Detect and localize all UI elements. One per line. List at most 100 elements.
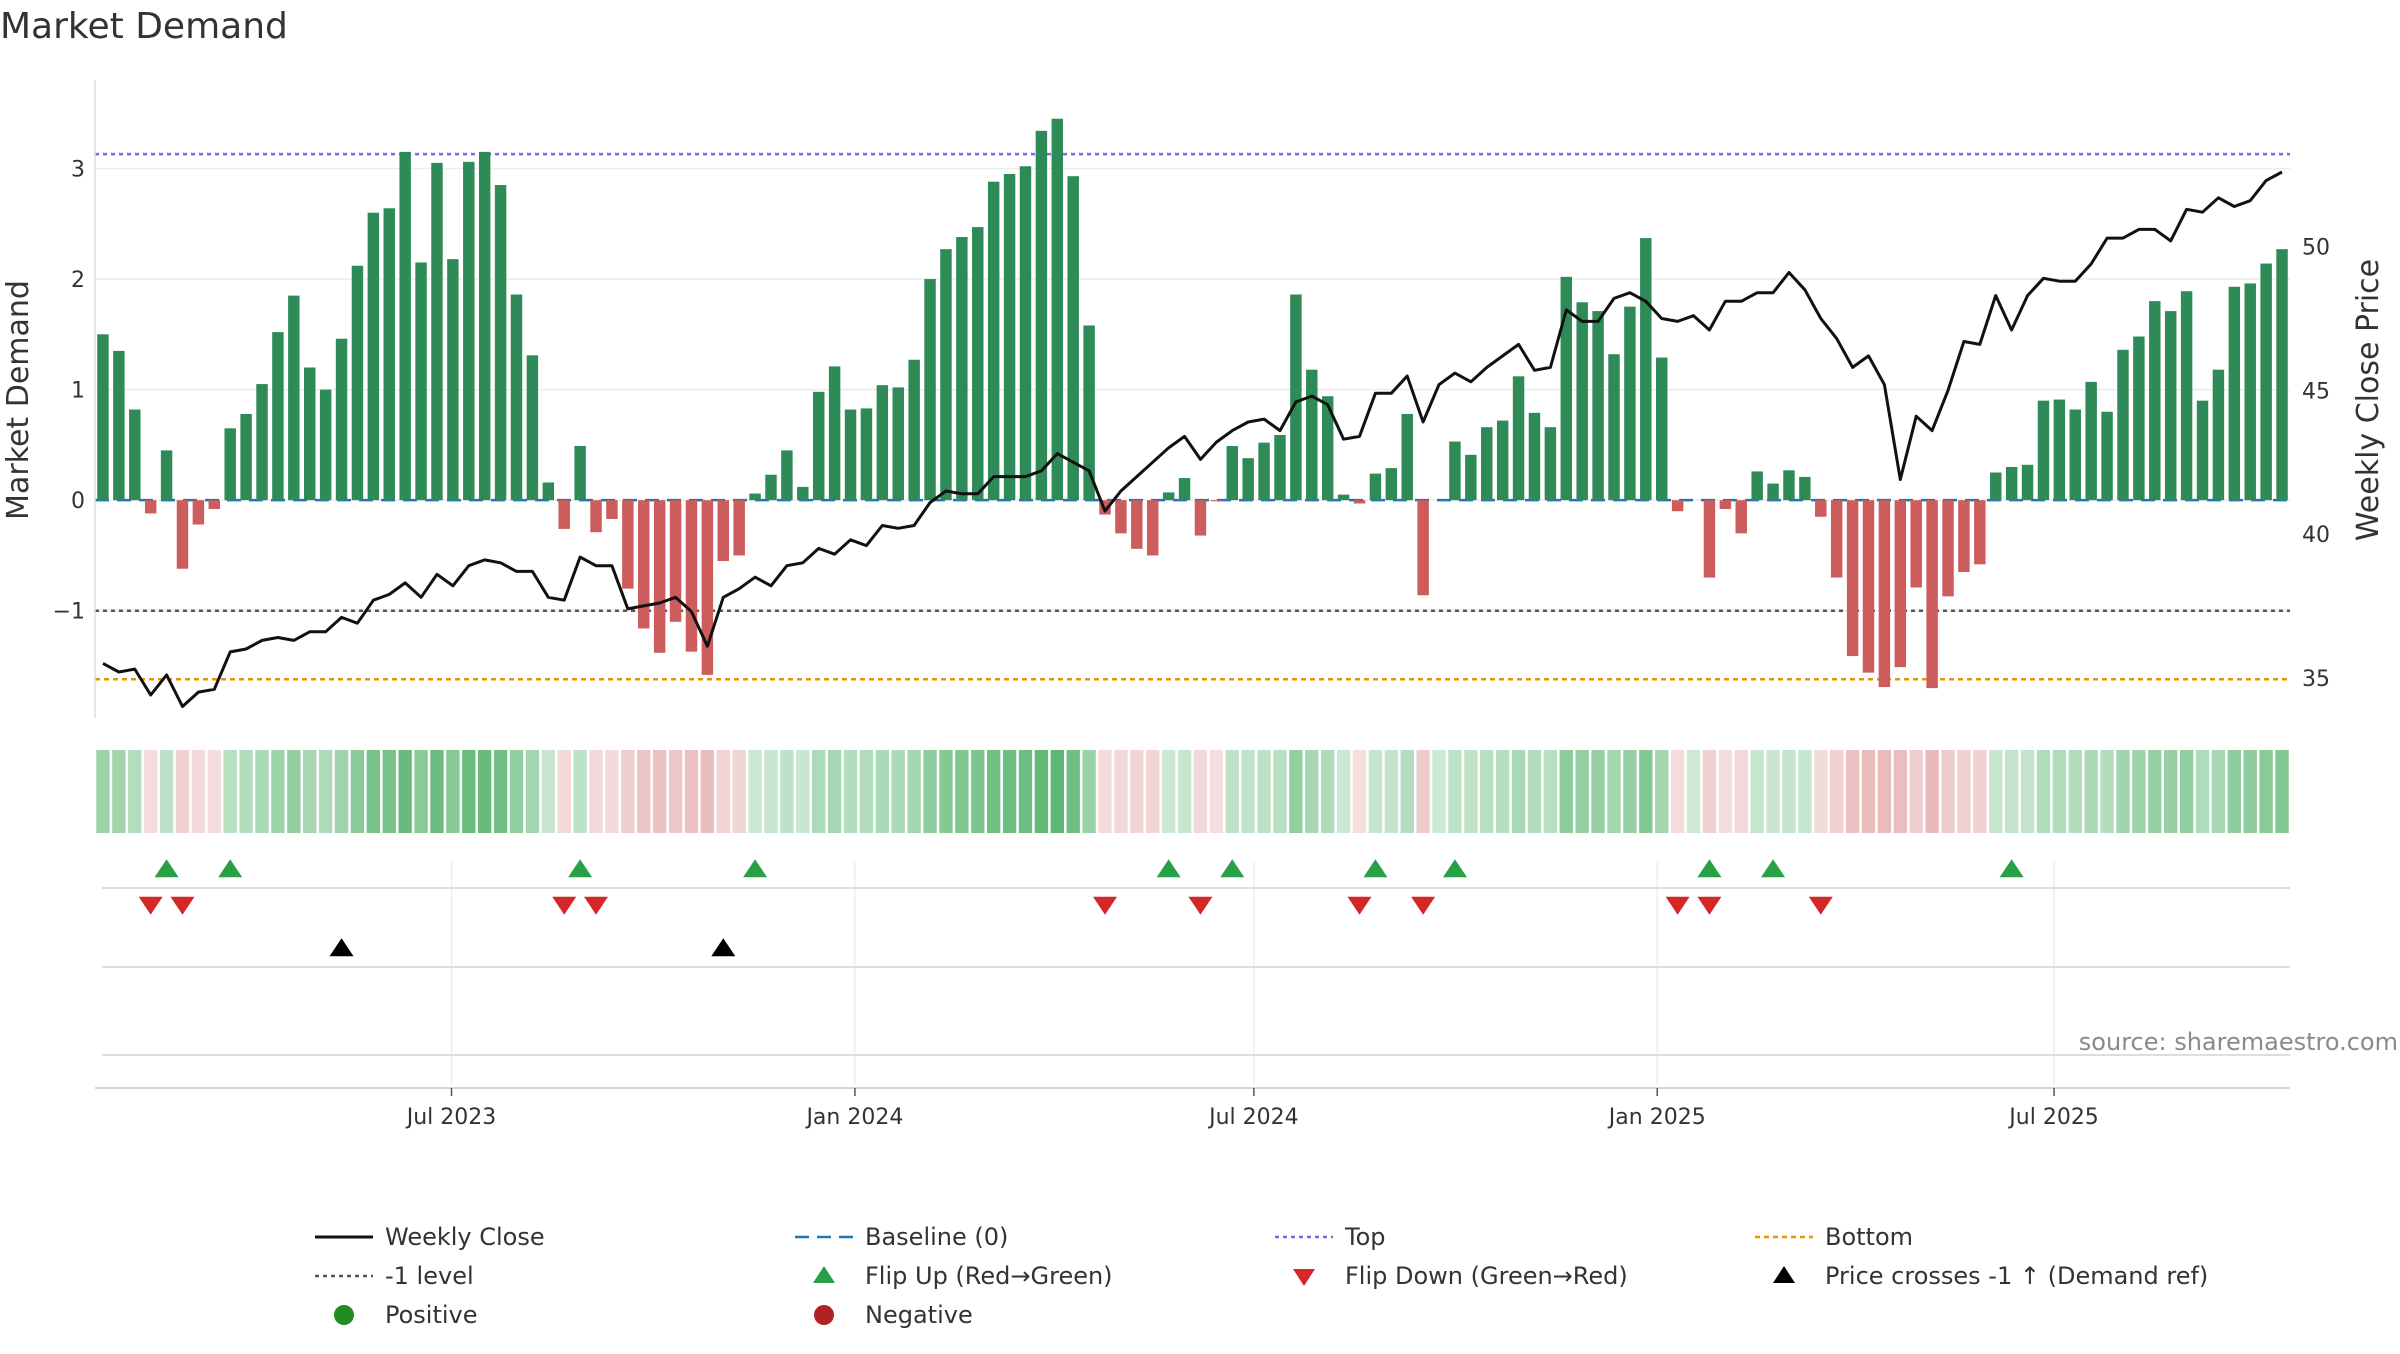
positive-demand-bar [224, 428, 236, 501]
strip-cell-negative [732, 750, 746, 833]
strip-cell-negative [589, 750, 603, 833]
positive-demand-bar [463, 161, 475, 501]
flip-down-marker [584, 896, 609, 915]
strip-cell-positive [1766, 750, 1780, 833]
strip-cell-positive [1623, 750, 1637, 833]
strip-cell-negative [1830, 750, 1844, 833]
axes: 3 2 1 0 −1 50 45 40 35 [53, 80, 2330, 718]
strip-cell-positive [2100, 750, 2114, 833]
negative-demand-bar [669, 500, 682, 622]
legend-label: Weekly Close [385, 1223, 545, 1251]
positive-demand-bar [749, 493, 761, 501]
positive-demand-bar [940, 249, 952, 501]
positive-demand-bar [1655, 357, 1668, 501]
y-tick-label: 3 [71, 157, 85, 182]
positive-demand-bar [1051, 118, 1064, 501]
positive-demand-bar [924, 279, 936, 501]
positive-demand-bar [1560, 276, 1573, 501]
strip-cell-positive [971, 750, 985, 833]
strip-cell-positive [462, 750, 476, 833]
legend-label: Flip Up (Red→Green) [865, 1262, 1113, 1290]
legend-label: Negative [865, 1301, 973, 1329]
demand-heat-strip [96, 750, 2289, 833]
strip-cell-positive [2243, 750, 2257, 833]
strip-cell-negative [1973, 750, 1987, 833]
negative-demand-bar [1719, 500, 1732, 510]
strip-cell-negative [557, 750, 571, 833]
strip-cell-positive [1591, 750, 1605, 833]
strip-cell-negative [684, 750, 699, 833]
positive-demand-bar [113, 350, 125, 501]
negative-demand-bar [1846, 500, 1859, 657]
positive-demand-bar [351, 265, 364, 501]
strip-cell-positive [875, 750, 890, 833]
strip-cell-positive [1527, 750, 1542, 833]
legend-swatch-flip-up [813, 1266, 835, 1283]
strip-cell-negative [207, 750, 221, 833]
positive-demand-bar [956, 237, 968, 501]
positive-demand-bar [1035, 130, 1048, 501]
strip-cell-positive [159, 750, 174, 833]
positive-demand-bar [1337, 494, 1350, 501]
flip-up-marker [218, 859, 243, 878]
positive-demand-bar [2149, 301, 2161, 501]
strip-cell-positive [1305, 750, 1319, 833]
negative-demand-bar [1147, 500, 1159, 556]
positive-demand-bar [478, 151, 491, 501]
legend: Weekly Close -1 level Positive Baseline (0)… [315, 1223, 2208, 1329]
positive-demand-bar [2228, 286, 2241, 501]
strip-cell-positive [1655, 750, 1669, 833]
positive-demand-bar [1274, 434, 1286, 501]
positive-demand-bar [2196, 400, 2209, 501]
strip-cell-positive [525, 750, 540, 833]
positive-demand-bar [240, 413, 252, 501]
legend-label: Positive [385, 1301, 478, 1329]
positive-demand-bar [1767, 483, 1779, 501]
reference-lines [95, 152, 2290, 681]
strip-cell-positive [541, 750, 555, 833]
strip-cell-positive [255, 750, 269, 833]
negative-demand-bar [1210, 500, 1223, 502]
positive-demand-bar [908, 359, 920, 501]
flip-up-marker [743, 859, 768, 878]
strip-cell-positive [2195, 750, 2210, 833]
positive-demand-bar [765, 474, 777, 501]
positive-demand-bar [399, 151, 411, 501]
positive-demand-bar [1449, 441, 1461, 501]
positive-demand-bar [510, 294, 523, 501]
legend-swatch-positive [334, 1305, 354, 1325]
strip-cell-positive [493, 750, 508, 833]
strip-cell-positive [1289, 750, 1303, 833]
positive-demand-bar [494, 185, 507, 501]
strip-cell-negative [1416, 750, 1430, 833]
strip-cell-positive [1273, 750, 1287, 833]
negative-demand-bar [144, 500, 157, 514]
positive-demand-bar [574, 445, 586, 501]
strip-cell-negative [1909, 750, 1923, 833]
strip-cell-positive [1321, 750, 1335, 833]
strip-cell-negative [1114, 750, 1128, 833]
strip-cell-positive [1607, 750, 1621, 833]
positive-demand-bar [972, 227, 984, 501]
x-tick-label: Jan 2025 [1607, 1105, 1706, 1130]
legend-label: -1 level [385, 1262, 474, 1290]
positive-demand-bar [1608, 354, 1620, 501]
strip-cell-positive [1432, 750, 1446, 833]
strip-cell-positive [1257, 750, 1271, 833]
positive-demand-bar [2005, 467, 2018, 501]
y2-tick-label: 40 [2302, 523, 2330, 548]
flip-up-marker [1999, 859, 2024, 878]
positive-demand-bar [1592, 311, 1604, 501]
strip-cell-positive [1002, 750, 1017, 833]
strip-cell-positive [923, 750, 937, 833]
strip-cell-negative [1670, 750, 1685, 833]
positive-demand-bar [1369, 473, 1382, 501]
negative-demand-bar [622, 500, 634, 589]
y-tick-label: 0 [71, 489, 85, 514]
positive-demand-bar [1799, 476, 1811, 501]
strip-cell-negative [175, 750, 190, 833]
flip-down-marker [1665, 896, 1690, 915]
positive-demand-bar [1496, 420, 1509, 501]
x-tick-label: Jul 2024 [1207, 1105, 1299, 1130]
